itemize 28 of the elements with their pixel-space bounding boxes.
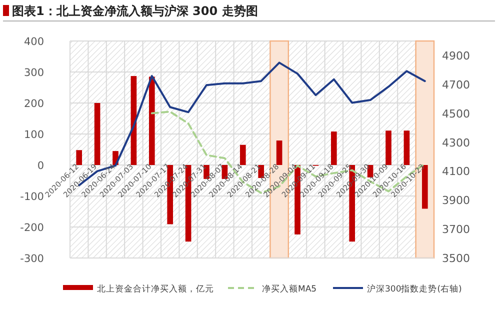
y2-tick-label: 3700 (442, 223, 470, 236)
bar (330, 132, 337, 165)
legend-label: 净买入额MA5 (262, 284, 317, 294)
y2-tick-label: 4300 (442, 136, 470, 150)
y2-tick-label: 4700 (442, 78, 470, 92)
y-tick-label: 100 (24, 129, 44, 141)
bar (404, 130, 410, 165)
bar (148, 76, 155, 165)
bar (240, 144, 246, 165)
y-tick-label: 300 (24, 67, 44, 79)
y2-tick-label: 4100 (442, 165, 470, 178)
legend-label: 沪深300指数走势(右轴) (367, 284, 462, 294)
y2-tick-label: 3900 (442, 194, 470, 208)
chart-title: 图表1：北上资金净流入额与沪深 300 走势图 (12, 4, 258, 18)
legend-label: 北上资金合计净买入额，亿元 (97, 284, 214, 294)
bar (386, 130, 392, 165)
y-tick-label: 400 (24, 36, 44, 48)
bar (94, 103, 100, 165)
y2-tick-label: 4900 (442, 49, 470, 62)
y-tick-label: 200 (24, 98, 44, 110)
y-tick-label: -100 (20, 191, 44, 203)
y2-tick-label: 3500 (442, 252, 470, 265)
bar (276, 140, 282, 165)
y-tick-label: 0 (37, 160, 44, 172)
y2-tick-label: 4500 (442, 107, 470, 120)
y-tick-label: -300 (20, 253, 44, 265)
bar (76, 150, 82, 165)
y-tick-label: -200 (20, 222, 44, 234)
